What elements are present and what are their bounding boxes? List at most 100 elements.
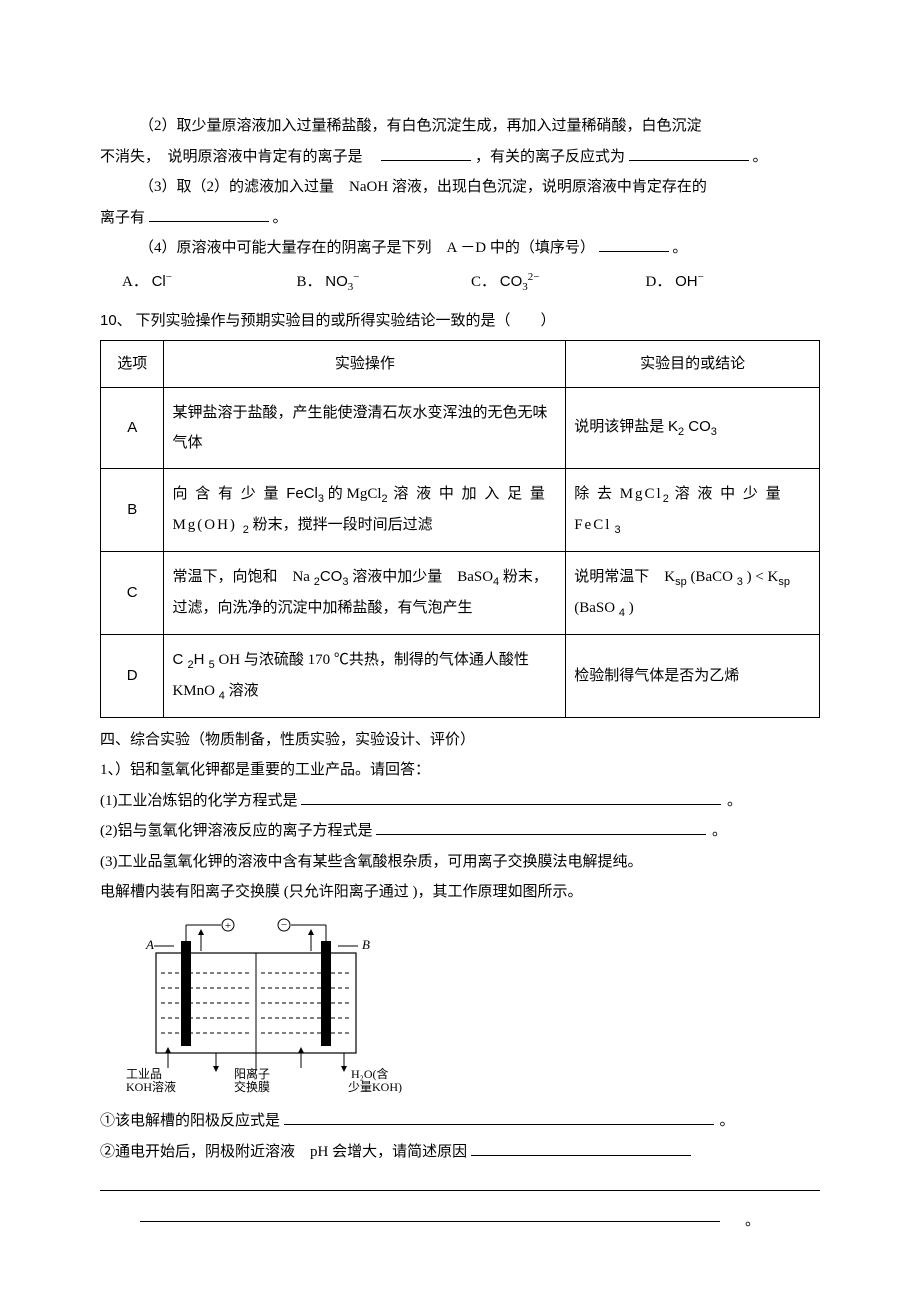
row-a-res: 说明该钾盐是 K2 CO3 xyxy=(566,387,820,468)
row-b-op-a: 向 含 有 少 量 xyxy=(172,486,286,502)
row-c-res-c: ) < K xyxy=(743,569,779,585)
opt-d-sup: − xyxy=(698,271,704,283)
row-d-op-b: H xyxy=(194,651,209,668)
opt-b-sup: − xyxy=(353,271,359,283)
th-operation: 实验操作 xyxy=(164,340,566,387)
minus-sign: − xyxy=(281,919,287,931)
blank-sub2[interactable] xyxy=(376,820,706,835)
blank-circ1[interactable] xyxy=(284,1110,714,1125)
blank-sub1[interactable] xyxy=(301,790,721,805)
row-c-op-c: 溶液中加少量 BaSO xyxy=(348,569,493,585)
th-result: 实验目的或结论 xyxy=(566,340,820,387)
blank-seq[interactable] xyxy=(599,237,669,252)
label-right2: 少量KOH) xyxy=(348,1080,402,1093)
circ1: ①该电解槽的阳极反应式是 。 xyxy=(100,1107,820,1136)
blank-line-full[interactable] xyxy=(100,1170,820,1191)
section4-sub3a: (3)工业品氢氧化钾的溶液中含有某些含氧酸根杂质，可用离子交换膜法电解提纯。 xyxy=(100,848,820,877)
option-c: C． CO32− xyxy=(471,267,646,298)
section4-sub1: (1)工业冶炼铝的化学方程式是 。 xyxy=(100,787,820,816)
label-b: B xyxy=(362,937,370,952)
row-c-key: C xyxy=(101,551,164,634)
opt-b-letter: B． xyxy=(297,274,322,290)
row-b-op-b: 的 MgCl xyxy=(324,486,382,502)
row-d-op: C 2H 5 OH 与浓硫酸 170 ℃共热，制得的气体通人酸性 KMnO 4 … xyxy=(164,634,566,717)
q3-line1: （3）取（2）的滤液加入过量 NaOH 溶液，出现白色沉淀，说明原溶液中肯定存在… xyxy=(100,173,820,202)
section4-title: 四、综合实验（物质制备，性质实验，实验设计、评价） xyxy=(100,726,820,755)
label-mid1: 阳离子 xyxy=(234,1066,270,1081)
opt-a-letter: A． xyxy=(122,274,148,290)
row-a-co: CO xyxy=(684,418,711,435)
out-l-arrow xyxy=(213,1066,219,1072)
q2-mid: ，有关的离子反应式为 xyxy=(475,149,625,165)
sub2-period: 。 xyxy=(712,823,727,839)
sub1-text: (1)工业冶炼铝的化学方程式是 xyxy=(100,793,298,809)
row-a-key: A xyxy=(101,387,164,468)
q2-prefix: 不消失， 说明原溶液中肯定有的离子是 xyxy=(100,149,378,165)
row-c-rs3: sp xyxy=(778,576,790,588)
q4-line: （4）原溶液中可能大量存在的阴离子是下列 A －D 中的（填序号） 。 xyxy=(100,234,820,263)
row-b-fecl: FeCl xyxy=(286,485,318,502)
inlet-l-arrow xyxy=(165,1047,171,1053)
row-d-key: D xyxy=(101,634,164,717)
blank-circ2[interactable] xyxy=(471,1141,691,1156)
row-c-res-a: 说明常温下 K xyxy=(574,569,675,585)
row-b-op-d: 粉末，搅拌一段时间后过滤 xyxy=(249,517,433,533)
sub1-period: 。 xyxy=(727,793,742,809)
row-a-op: 某钾盐溶于盐酸，产生能使澄清石灰水变浑浊的无色无味气体 xyxy=(164,387,566,468)
opt-d-formula: OH xyxy=(675,273,698,290)
table-row-c: C 常温下，向饱和 Na 2CO3 溶液中加少量 BaSO4 粉末，过滤，向洗净… xyxy=(101,551,820,634)
row-c-res-b: (BaCO xyxy=(687,569,737,585)
gas-l-arrow xyxy=(198,929,204,935)
opt-c-sup: 2− xyxy=(528,271,540,283)
blank-line-half[interactable] xyxy=(140,1201,720,1222)
label-mid2: 交换膜 xyxy=(234,1079,270,1093)
blank-eqn[interactable] xyxy=(629,146,749,161)
electrolysis-diagram: + − A B 工业品 KOH溶液 阳离子 交换膜 H₂O(含 少量KOH) xyxy=(126,913,820,1104)
row-b-rs2: 3 xyxy=(611,524,620,536)
q3-line2: 离子有 。 xyxy=(100,204,820,233)
row-d-res: 检验制得气体是否为乙烯 xyxy=(566,634,820,717)
label-left1: 工业品 xyxy=(126,1067,162,1081)
q2-period: 。 xyxy=(753,149,768,165)
circ2-text: ②通电开始后，阴极附近溶液 pH 会增大，请简述原因 xyxy=(100,1144,467,1160)
out-r-arrow xyxy=(341,1066,347,1072)
opt-a-formula: Cl xyxy=(152,273,166,290)
q10-text: 下列实验操作与预期实验目的或所得实验结论一致的是（ ） xyxy=(135,313,555,329)
opt-c-letter: C． xyxy=(471,274,496,290)
row-c-op-a: 常温下，向饱和 Na xyxy=(172,569,313,585)
gas-r-arrow xyxy=(308,929,314,935)
row-c-res: 说明常温下 Ksp (BaCO 3 ) < Ksp (BaSO 4 ) xyxy=(566,551,820,634)
table-header-row: 选项 实验操作 实验目的或结论 xyxy=(101,340,820,387)
table-row-b: B 向 含 有 少 量 FeCl3 的 MgCl2 溶 液 中 加 入 足 量 … xyxy=(101,468,820,551)
q4-text: （4）原溶液中可能大量存在的阴离子是下列 A －D 中的（填序号） xyxy=(139,240,595,256)
section4-q1: 1、）铝和氢氧化钾都是重要的工业产品。请回答： xyxy=(100,756,820,785)
circ1-text: ①该电解槽的阳极反应式是 xyxy=(100,1113,280,1129)
sub2-text: (2)铝与氢氧化钾溶液反应的离子方程式是 xyxy=(100,823,373,839)
experiment-table: 选项 实验操作 实验目的或结论 A 某钾盐溶于盐酸，产生能使澄清石灰水变浑浊的无… xyxy=(100,340,820,718)
row-a-sub2: 3 xyxy=(711,426,717,438)
options-row: A． Cl− B． NO3− C． CO32− D． OH− xyxy=(122,267,820,298)
row-b-key: B xyxy=(101,468,164,551)
q3-prefix: 离子有 xyxy=(100,210,145,226)
opt-c-formula: CO xyxy=(500,273,523,290)
row-c-op: 常温下，向饱和 Na 2CO3 溶液中加少量 BaSO4 粉末，过滤，向洗净的沉… xyxy=(164,551,566,634)
q2-line1: （2）取少量原溶液加入过量稀盐酸，有白色沉淀生成，再加入过量稀硝酸，白色沉淀 xyxy=(100,112,820,141)
label-right1: H₂O(含 xyxy=(351,1066,389,1081)
cathode-rect xyxy=(321,941,331,1046)
row-b-res-a: 除 去 MgCl xyxy=(574,486,663,502)
row-c-res-d: (BaSO xyxy=(574,600,619,616)
q10: 10、 下列实验操作与预期实验目的或所得实验结论一致的是（ ） xyxy=(100,307,820,336)
row-b-res: 除 去 MgCl2 溶 液 中 少 量 FeCl 3 xyxy=(566,468,820,551)
th-option: 选项 xyxy=(101,340,164,387)
circ2: ②通电开始后，阴极附近溶液 pH 会增大，请简述原因 xyxy=(100,1138,820,1167)
row-d-op-d: 溶液 xyxy=(225,683,259,699)
q2-line2: 不消失， 说明原溶液中肯定有的离子是 ，有关的离子反应式为 。 xyxy=(100,143,820,172)
section4-sub2: (2)铝与氢氧化钾溶液反应的离子方程式是 。 xyxy=(100,817,820,846)
row-c-op-b: CO xyxy=(320,568,343,585)
row-c-res-e: ) xyxy=(625,600,634,616)
blank-ion3[interactable] xyxy=(149,207,269,222)
blank-ion[interactable] xyxy=(381,146,471,161)
opt-a-sup: − xyxy=(166,271,172,283)
row-c-rs1: sp xyxy=(675,576,687,588)
table-row-a: A 某钾盐溶于盐酸，产生能使澄清石灰水变浑浊的无色无味气体 说明该钾盐是 K2 … xyxy=(101,387,820,468)
